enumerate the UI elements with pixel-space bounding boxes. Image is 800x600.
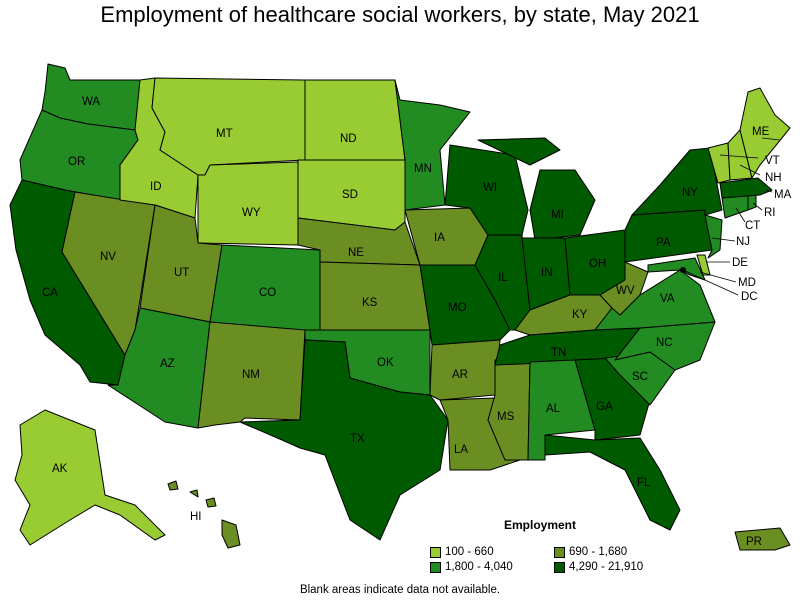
legend-label-2: 690 - 1,680 <box>569 546 628 558</box>
label-HI: HI <box>190 511 202 523</box>
label-LA: LA <box>454 444 468 456</box>
label-WY: WY <box>242 207 261 219</box>
label-SC: SC <box>632 371 648 383</box>
label-SD: SD <box>342 189 358 201</box>
label-AK: AK <box>52 463 68 475</box>
label-IN: IN <box>541 267 553 279</box>
legend-label-1: 100 - 660 <box>445 546 494 558</box>
label-CA: CA <box>42 287 58 299</box>
state-WY[interactable] <box>197 161 299 246</box>
leader-vt <box>719 154 759 159</box>
state-CT[interactable] <box>721 194 749 219</box>
state-ND[interactable] <box>304 79 406 161</box>
label-OH: OH <box>589 258 606 270</box>
leader-ma <box>765 189 773 193</box>
label-WI: WI <box>483 182 497 194</box>
label-PR: PR <box>746 536 762 548</box>
label-ND: ND <box>340 133 357 145</box>
label-NV: NV <box>100 251 116 263</box>
leader-ct <box>735 207 746 223</box>
label-NM: NM <box>242 369 260 381</box>
legend-item-2: 690 - 1,680 <box>554 546 627 558</box>
label-FL: FL <box>637 477 651 489</box>
label-NY: NY <box>682 187 698 199</box>
label-RI: RI <box>764 207 776 219</box>
label-NC: NC <box>656 337 673 349</box>
legend-label-3: 1,800 - 4,040 <box>445 561 513 573</box>
label-MD: MD <box>738 277 756 289</box>
legend-label-4: 4,290 - 21,910 <box>569 561 644 573</box>
legend-swatch-4 <box>554 561 565 573</box>
label-MN: MN <box>414 163 432 175</box>
label-DE: DE <box>732 257 748 269</box>
label-OK: OK <box>377 357 394 369</box>
label-IL: IL <box>498 272 508 284</box>
state-HI[interactable] <box>167 480 241 549</box>
state-WV[interactable] <box>599 261 649 316</box>
state-TX[interactable] <box>239 339 449 541</box>
label-ME: ME <box>752 126 770 138</box>
state-MN[interactable] <box>394 79 471 211</box>
label-UT: UT <box>174 267 189 279</box>
state-FL[interactable] <box>544 434 681 531</box>
state-NJ[interactable] <box>704 214 723 259</box>
label-MO: MO <box>448 302 467 314</box>
label-IA: IA <box>434 232 445 244</box>
label-NH: NH <box>765 172 782 184</box>
state-MI[interactable] <box>477 137 596 241</box>
label-OR: OR <box>68 156 85 168</box>
state-MA[interactable] <box>719 177 773 199</box>
state-NM[interactable] <box>197 321 306 429</box>
legend-item-3: 1,800 - 4,040 <box>430 561 513 573</box>
state-KS[interactable] <box>319 261 431 331</box>
state-ME[interactable] <box>739 87 791 179</box>
label-ID: ID <box>150 181 162 193</box>
legend-swatch-3 <box>430 561 441 573</box>
map-footnote: Blank areas indicate data not available. <box>299 584 501 596</box>
label-WV: WV <box>616 285 635 297</box>
label-GA: GA <box>596 401 613 413</box>
label-VA: VA <box>660 293 675 305</box>
legend-item-4: 4,290 - 21,910 <box>554 561 643 573</box>
legend-swatch-2 <box>554 546 565 558</box>
label-MS: MS <box>497 411 515 423</box>
label-KY: KY <box>572 309 588 321</box>
leader-ri <box>752 202 763 211</box>
label-NE: NE <box>348 247 364 259</box>
label-TX: TX <box>350 433 365 445</box>
label-MA: MA <box>774 189 792 201</box>
label-AZ: AZ <box>160 358 175 370</box>
map-title: Employment of healthcare social workers,… <box>100 2 700 27</box>
legend-title: Employment <box>504 518 577 532</box>
label-KS: KS <box>362 297 378 309</box>
label-AR: AR <box>452 369 468 381</box>
leader-nh <box>739 164 761 176</box>
leader-me <box>761 137 781 141</box>
leader-nj <box>711 237 736 242</box>
state-RI[interactable] <box>747 194 757 211</box>
label-MI: MI <box>551 209 564 221</box>
legend-swatch-1 <box>430 546 441 558</box>
label-NJ: NJ <box>736 236 750 248</box>
state-AR[interactable] <box>429 339 501 401</box>
state-MD[interactable] <box>647 257 706 281</box>
state-PA[interactable] <box>624 209 713 263</box>
label-DC: DC <box>741 291 758 303</box>
label-WA: WA <box>82 96 100 108</box>
label-CT: CT <box>745 220 760 232</box>
leader-dc <box>682 269 739 296</box>
label-VT: VT <box>765 155 780 167</box>
label-CO: CO <box>259 287 276 299</box>
label-AL: AL <box>546 403 561 415</box>
state-AK[interactable] <box>14 409 166 546</box>
legend-item-1: 100 - 660 <box>430 546 494 558</box>
label-MT: MT <box>216 128 233 140</box>
state-PR[interactable] <box>734 527 791 551</box>
leader-md <box>699 271 737 283</box>
label-TN: TN <box>551 347 566 359</box>
state-NY[interactable] <box>631 147 723 216</box>
label-PA: PA <box>656 237 671 249</box>
